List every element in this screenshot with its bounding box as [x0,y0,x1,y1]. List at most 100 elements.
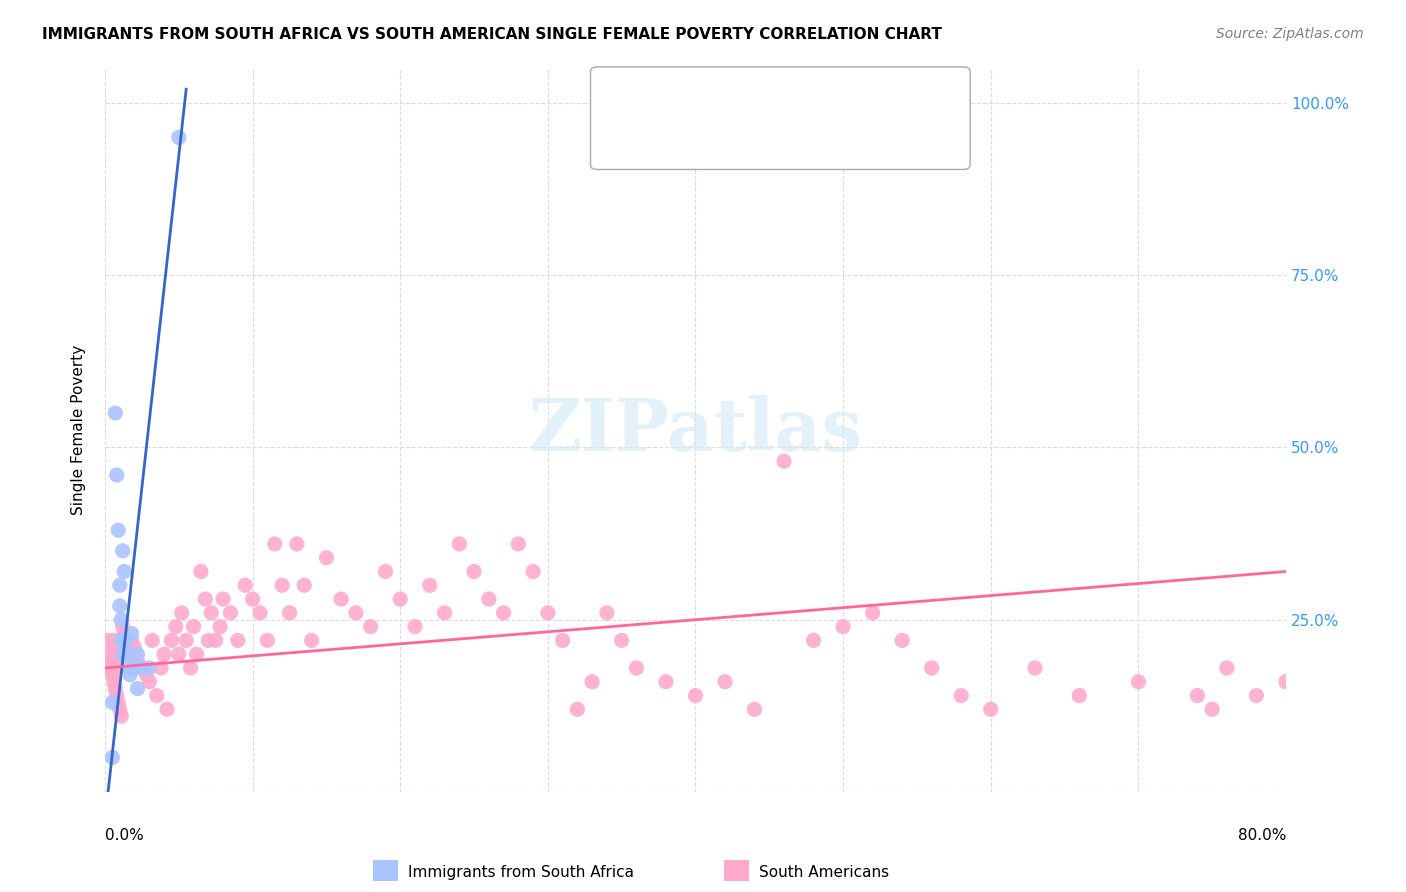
Point [980,702,1002,716]
Point [107,654,129,668]
Point [101,654,124,668]
Point [478,592,501,607]
Point [156,702,179,716]
Point [131,661,153,675]
Point [121,626,143,640]
Point [389,592,412,607]
Point [101,695,124,709]
Point [190,565,212,579]
Point [103,674,125,689]
Text: 80.0%: 80.0% [1237,828,1286,843]
Point [522,565,544,579]
Point [1319,702,1341,716]
Point [1246,689,1268,703]
Point [256,633,278,648]
Point [160,633,183,648]
Point [111,619,134,633]
Point [117,647,139,661]
Point [685,689,707,703]
Point [492,606,515,620]
Point [153,647,176,661]
Point [197,633,219,648]
Point [278,606,301,620]
Point [100,661,122,675]
Point [374,565,396,579]
Point [101,750,124,764]
Point [1128,674,1150,689]
Text: 0.754: 0.754 [693,91,741,105]
Text: N =: N = [763,91,793,105]
Point [204,633,226,648]
Point [174,633,197,648]
Point [626,661,648,675]
Point [107,695,129,709]
Point [1289,689,1312,703]
Point [127,654,149,668]
Point [104,681,127,696]
Point [121,633,143,648]
Point [105,689,128,703]
Point [101,668,124,682]
Point [108,599,131,613]
Point [1187,689,1209,703]
Point [330,592,353,607]
Point [242,592,264,607]
Point [950,689,973,703]
Point [596,606,619,620]
Point [1024,661,1046,675]
Point [551,633,574,648]
Point [803,633,825,648]
Point [138,674,160,689]
Point [141,633,163,648]
Point [110,647,132,661]
Point [891,633,914,648]
Text: 0.213: 0.213 [693,129,741,144]
Text: Source: ZipAtlas.com: Source: ZipAtlas.com [1216,27,1364,41]
Point [180,661,202,675]
Point [117,661,139,675]
Point [714,674,737,689]
Point [120,668,142,682]
Point [419,578,441,592]
Point [124,661,146,675]
Point [138,661,160,675]
Text: IMMIGRANTS FROM SOUTH AFRICA VS SOUTH AMERICAN SINGLE FEMALE POVERTY CORRELATION: IMMIGRANTS FROM SOUTH AFRICA VS SOUTH AM… [42,27,942,42]
Point [111,544,134,558]
Text: 23: 23 [806,91,827,105]
Point [249,606,271,620]
Point [108,702,131,716]
Point [105,661,128,675]
Text: N =: N = [763,129,793,144]
Point [233,578,256,592]
Point [135,668,157,682]
Point [150,661,173,675]
Point [108,633,131,648]
Point [115,640,138,655]
Text: Immigrants from South Africa: Immigrants from South Africa [408,865,634,880]
Point [463,565,485,579]
Point [110,709,132,723]
Point [1201,702,1223,716]
Point [165,619,187,633]
Point [131,661,153,675]
Point [832,619,855,633]
Text: 0.0%: 0.0% [105,828,143,843]
Point [110,613,132,627]
Point [98,647,121,661]
Point [114,633,136,648]
Text: South Americans: South Americans [759,865,890,880]
Point [167,130,190,145]
Point [1216,661,1239,675]
Point [263,537,285,551]
Point [183,619,205,633]
Point [581,674,603,689]
Point [108,578,131,592]
Point [124,640,146,655]
Point [567,702,589,716]
Point [1348,661,1371,675]
Point [104,406,127,420]
Point [111,647,134,661]
Point [110,633,132,648]
Point [315,550,337,565]
Point [449,537,471,551]
